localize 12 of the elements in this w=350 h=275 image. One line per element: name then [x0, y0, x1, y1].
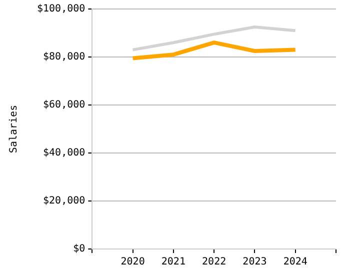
x-tick-label: 2020	[120, 256, 145, 268]
y-tick-label: $80,000	[43, 52, 86, 63]
y-tick-label: $40,000	[43, 148, 86, 159]
y-tick-label: $0	[73, 244, 86, 255]
y-tick-label: $100,000	[36, 4, 86, 15]
y-tick-label: $20,000	[43, 196, 86, 207]
y-tick-label: $60,000	[43, 100, 86, 111]
x-tick-label: 2021	[161, 256, 186, 268]
x-tick-label: 2023	[242, 256, 267, 268]
y-axis-title: Salaries	[8, 104, 20, 154]
x-tick-label: 2022	[202, 256, 226, 268]
x-tick-label: 2024	[283, 256, 308, 268]
